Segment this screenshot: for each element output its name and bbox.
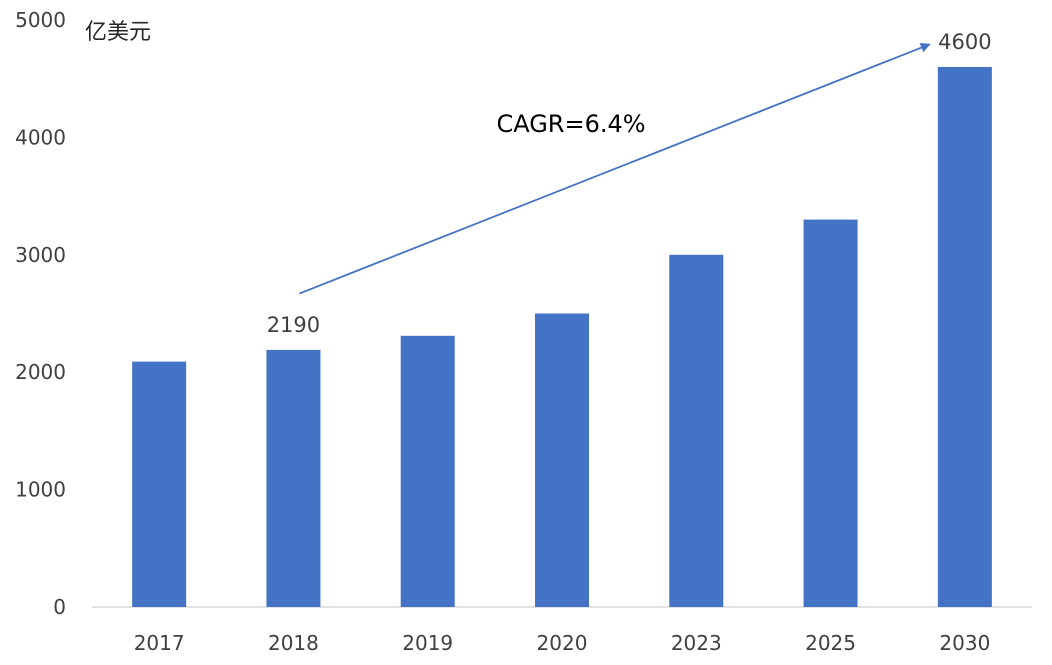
cagr-annotation: CAGR=6.4% <box>299 42 931 295</box>
bar-2017 <box>132 361 187 607</box>
data-label-2018: 2190 <box>267 313 320 337</box>
bar-2025 <box>803 219 858 607</box>
y-tick-label: 2000 <box>15 360 66 384</box>
x-tick-label: 2030 <box>939 631 990 655</box>
bar-2020 <box>535 313 589 607</box>
x-tick-label: 2025 <box>805 631 856 655</box>
y-tick-label: 1000 <box>15 478 66 502</box>
bars <box>132 66 992 608</box>
unit-label: 亿美元 <box>85 20 151 45</box>
y-tick-label: 0 <box>53 595 66 619</box>
x-tick-label: 2023 <box>671 631 722 655</box>
y-tick-label: 3000 <box>15 243 66 267</box>
y-tick-label: 4000 <box>15 125 66 149</box>
x-tick-label: 2019 <box>402 631 453 655</box>
x-tick-label: 2020 <box>537 631 588 655</box>
y-tick-label: 5000 <box>15 8 66 32</box>
bar-2018 <box>266 349 321 607</box>
bar-2019 <box>400 335 455 607</box>
data-label-2030: 4600 <box>938 30 991 54</box>
y-axis: 0 1000 2000 3000 4000 5000 <box>15 8 66 619</box>
data-labels: 2190 4600 <box>267 30 992 337</box>
cagr-arrow <box>299 42 931 295</box>
x-axis: 2017 2018 2019 2020 2023 2025 2030 <box>92 606 1032 655</box>
x-tick-label: 2018 <box>268 631 319 655</box>
cagr-label: CAGR=6.4% <box>496 110 645 138</box>
x-tick-label: 2017 <box>134 631 185 655</box>
bar-2023 <box>669 254 724 608</box>
bar-2030 <box>937 66 992 607</box>
